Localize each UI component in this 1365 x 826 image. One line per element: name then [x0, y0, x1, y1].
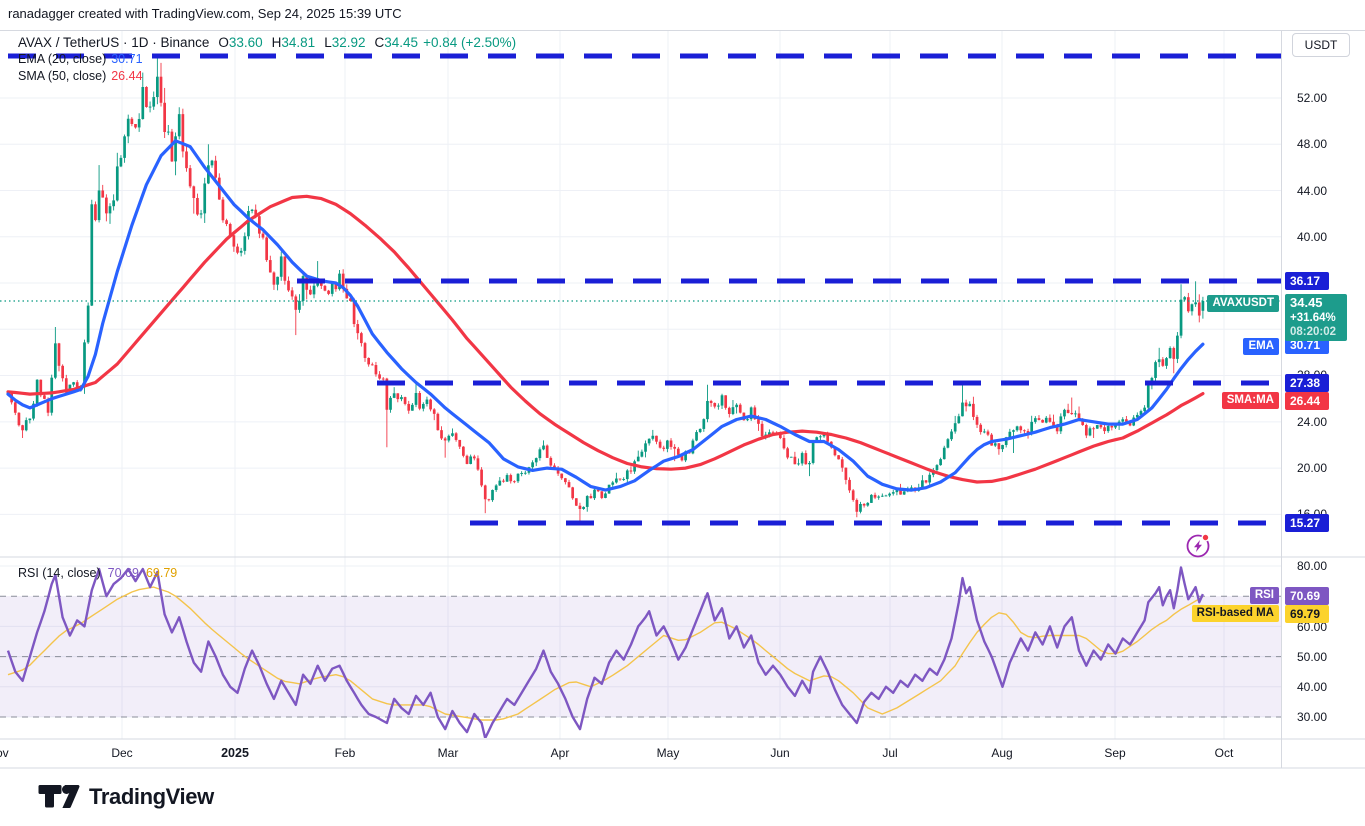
- time-axis-label-oct: Oct: [1214, 746, 1234, 760]
- rsi-label: RSI (14, close): [18, 566, 101, 580]
- sma-label: SMA (50, close): [18, 69, 107, 83]
- sma-legend-row[interactable]: SMA (50, close) 26.44: [18, 69, 516, 86]
- price-scale-tick: 44.00: [1297, 184, 1328, 198]
- time-axis-label-jun: Jun: [770, 746, 790, 760]
- rsi-value-tag: 70.69: [1285, 587, 1329, 605]
- time-axis-label-aug: Aug: [991, 746, 1013, 760]
- rsi-legend-value: 70.69: [107, 566, 139, 580]
- open-label: O: [218, 35, 229, 50]
- ema-label: EMA (20, close): [18, 52, 107, 66]
- price-scale-tick: 52.00: [1297, 91, 1328, 105]
- rsi-ma-line: [7, 586, 1204, 721]
- currency-button[interactable]: USDT: [1292, 33, 1350, 57]
- close-label: C: [374, 35, 385, 50]
- last-price-value: 34.45: [1290, 295, 1323, 310]
- legend: AVAX / TetherUS · 1D · Binance O33.60 H3…: [18, 35, 516, 86]
- sma-line: [6, 194, 1205, 484]
- symbol-legend-row[interactable]: AVAX / TetherUS · 1D · Binance O33.60 H3…: [18, 35, 516, 52]
- chart-canvas[interactable]: [0, 0, 1365, 770]
- price-scale-tick: 48.00: [1297, 137, 1328, 151]
- price-scale-tick: 24.00: [1297, 415, 1328, 429]
- sma-legend-value: 26.44: [111, 69, 143, 83]
- sma-value-tag: 26.44: [1285, 392, 1329, 410]
- level-27-38-tag: 27.38: [1285, 374, 1329, 392]
- open-value: 33.60: [228, 35, 263, 50]
- rsi-name-tag: RSI: [1249, 587, 1279, 604]
- tradingview-logo[interactable]: TradingView: [38, 782, 214, 812]
- time-axis-label-may: May: [656, 746, 680, 760]
- sma-name-tag: SMA:MA: [1221, 392, 1279, 409]
- price-scale-tick: 40.00: [1297, 230, 1328, 244]
- close-value: 34.45: [384, 35, 419, 50]
- price-scale-tick: 80.00: [1297, 559, 1328, 573]
- price-scale-tick: 60.00: [1297, 620, 1328, 634]
- bar-countdown: 08:20:02: [1290, 326, 1337, 338]
- last-price-tag: 34.45 +31.64% 08:20:02: [1285, 294, 1347, 341]
- ema-legend-row[interactable]: EMA (20, close) 30.71: [18, 52, 516, 69]
- price-scale-tick: 30.00: [1297, 710, 1328, 724]
- time-axis-label-nov: Nov: [0, 746, 9, 760]
- rsi-legend-row[interactable]: RSI (14, close) 70.69 69.79: [18, 566, 177, 580]
- time-axis-label-dec: Dec: [111, 746, 133, 760]
- price-scale-tick: 20.00: [1297, 461, 1328, 475]
- price-scale-tick: 40.00: [1297, 680, 1328, 694]
- rsi-ma-value-tag: 69.79: [1285, 605, 1329, 623]
- lightning-icon[interactable]: [1186, 533, 1210, 558]
- level-36-17-tag: 36.17: [1285, 272, 1329, 290]
- rsi-ma-legend-value: 69.79: [145, 566, 178, 580]
- symbol-title: AVAX / TetherUS · 1D · Binance: [18, 35, 210, 50]
- time-axis[interactable]: Nov Dec 2025 Feb Mar Apr May Jun Jul Aug Sep Oct: [0, 739, 1281, 768]
- low-label: L: [324, 35, 332, 50]
- time-axis-label-jul: Jul: [882, 746, 898, 760]
- last-price-change: +31.64%: [1290, 312, 1336, 324]
- time-axis-label-2025: 2025: [221, 746, 249, 760]
- tradingview-logo-icon: [38, 785, 80, 808]
- symbol-name-tag: AVAXUSDT: [1207, 295, 1279, 312]
- time-axis-label-feb: Feb: [334, 746, 356, 760]
- time-axis-label-mar: Mar: [437, 746, 459, 760]
- time-axis-label-sep: Sep: [1104, 746, 1126, 760]
- change-value: +0.84 (+2.50%): [423, 35, 517, 50]
- rsi-ma-name-tag: RSI-based MA: [1191, 605, 1279, 622]
- ema-legend-value: 30.71: [111, 52, 143, 66]
- tradingview-wordmark: TradingView: [89, 784, 214, 809]
- low-value: 32.92: [331, 35, 366, 50]
- high-label: H: [271, 35, 282, 50]
- price-scale-tick: 50.00: [1297, 650, 1328, 664]
- footer: TradingView: [0, 769, 1365, 826]
- level-15-27-tag: 15.27: [1285, 514, 1329, 532]
- price-scale[interactable]: USDT 52.0048.0044.0040.0028.0024.0020.00…: [1281, 30, 1365, 768]
- time-axis-label-apr: Apr: [550, 746, 570, 760]
- ema-name-tag: EMA: [1243, 338, 1279, 355]
- high-value: 34.81: [281, 35, 316, 50]
- ema-line: [6, 139, 1205, 492]
- attribution-text: ranadagger created with TradingView.com,…: [8, 6, 402, 21]
- rsi-line: [6, 566, 1204, 738]
